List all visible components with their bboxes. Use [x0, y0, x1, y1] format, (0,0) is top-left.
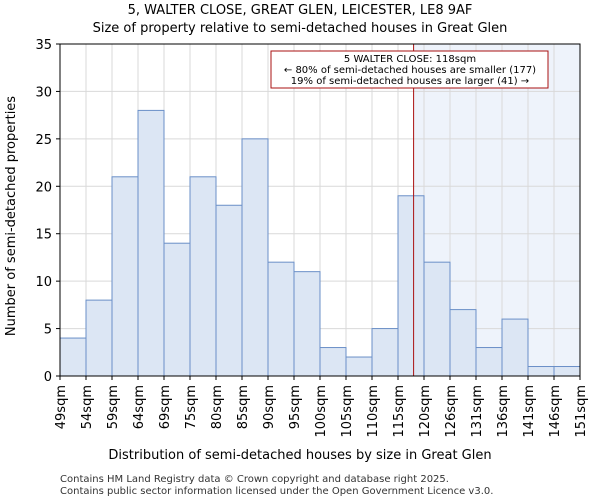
x-tick-label: 95sqm: [288, 385, 303, 429]
histogram-bar: [267, 261, 295, 377]
histogram-bar: [215, 204, 243, 377]
footer-line-1: Contains HM Land Registry data © Crown c…: [60, 474, 449, 485]
y-tick-label: 0: [44, 370, 52, 385]
x-tick-label: 151sqm: [574, 385, 589, 438]
histogram-bar: [527, 366, 555, 377]
x-tick-label: 120sqm: [418, 385, 433, 438]
histogram-bar: [345, 356, 373, 377]
x-tick-label: 136sqm: [496, 385, 511, 438]
annotation-line-1: 5 WALTER CLOSE: 118sqm: [344, 54, 476, 65]
y-tick-label: 20: [35, 180, 52, 195]
y-tick-label: 30: [35, 85, 52, 100]
x-tick-label: 75sqm: [184, 385, 199, 429]
histogram-bar: [241, 138, 269, 377]
histogram-bar: [501, 318, 529, 377]
chart-subtitle: Size of property relative to semi-detach…: [93, 21, 508, 36]
x-tick-label: 141sqm: [522, 385, 537, 438]
x-tick-label: 146sqm: [548, 385, 563, 438]
x-tick-label: 126sqm: [444, 385, 459, 438]
histogram-bar: [111, 176, 139, 377]
y-tick-label: 10: [35, 275, 52, 290]
histogram-bar: [475, 347, 503, 377]
annotation-line-2: ← 80% of semi-detached houses are smalle…: [284, 65, 536, 76]
y-tick-label: 25: [35, 133, 52, 148]
chart-title: 5, WALTER CLOSE, GREAT GLEN, LEICESTER, …: [128, 3, 473, 18]
histogram-bar: [59, 337, 87, 377]
footer-line-2: Contains public sector information licen…: [60, 486, 493, 497]
histogram-bar: [293, 271, 321, 377]
histogram-bar: [163, 242, 191, 377]
x-tick-label: 110sqm: [366, 385, 381, 438]
x-tick-label: 85sqm: [236, 385, 251, 429]
histogram-bar: [189, 176, 217, 377]
annotation-line-3: 19% of semi-detached houses are larger (…: [291, 76, 529, 87]
x-tick-label: 100sqm: [314, 385, 329, 438]
y-tick-label: 35: [35, 38, 52, 53]
annotation-box: [270, 50, 549, 89]
histogram-bar: [319, 347, 347, 377]
histogram-bar: [371, 328, 399, 377]
x-tick-label: 90sqm: [262, 385, 277, 429]
x-tick-label: 49sqm: [54, 385, 69, 429]
x-tick-label: 105sqm: [340, 385, 355, 438]
histogram-bar: [85, 299, 113, 377]
y-tick-label: 15: [35, 228, 52, 243]
x-tick-label: 80sqm: [210, 385, 225, 429]
x-tick-label: 54sqm: [80, 385, 95, 429]
histogram-bar: [137, 109, 165, 377]
histogram-bar: [553, 366, 581, 377]
histogram-bar: [449, 309, 477, 377]
x-axis-title: Distribution of semi-detached houses by …: [108, 448, 491, 463]
histogram-bar: [397, 195, 425, 377]
x-tick-label: 115sqm: [392, 385, 407, 438]
x-tick-label: 69sqm: [158, 385, 173, 429]
y-axis-title: Number of semi-detached properties: [4, 96, 19, 336]
x-tick-label: 64sqm: [132, 385, 147, 429]
histogram-bar: [423, 261, 451, 377]
x-tick-label: 131sqm: [470, 385, 485, 438]
x-tick-label: 59sqm: [106, 385, 121, 429]
y-tick-label: 5: [44, 323, 52, 338]
